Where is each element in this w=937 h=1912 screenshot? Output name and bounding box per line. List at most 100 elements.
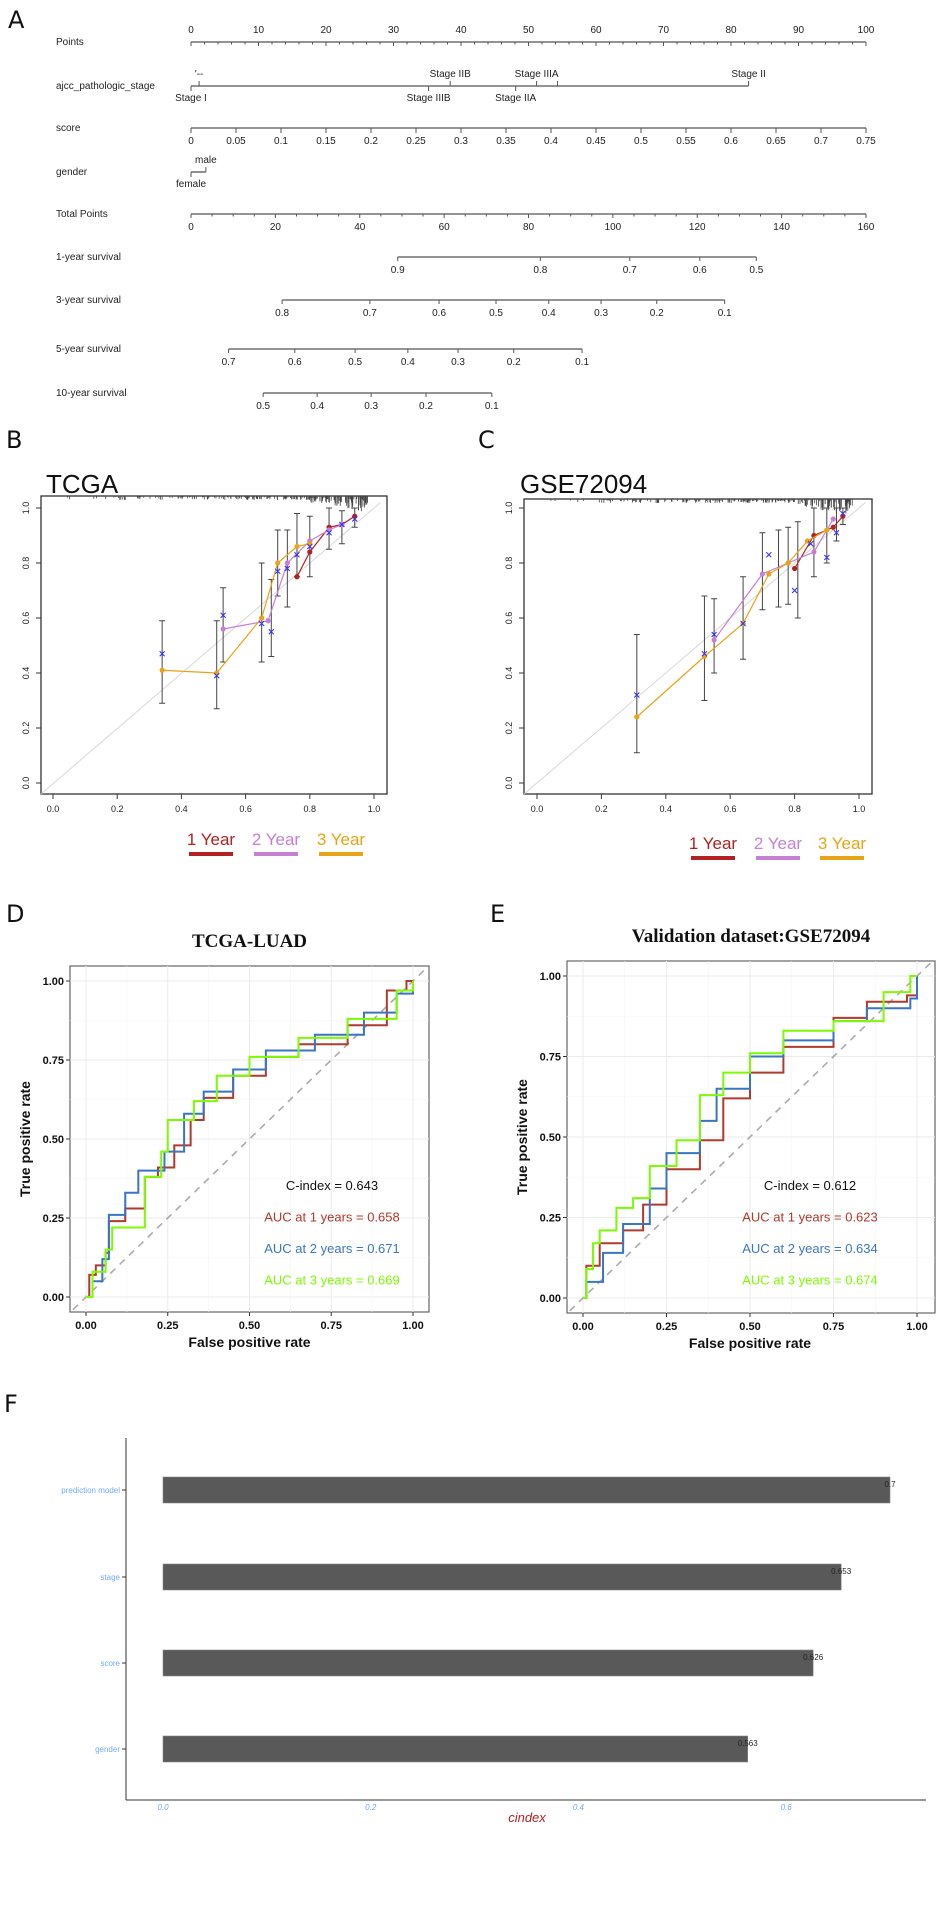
tick-label: 50 bbox=[523, 25, 535, 36]
tick-label: 0.6 bbox=[288, 357, 302, 368]
x-tick-label: 0.6 bbox=[781, 1803, 793, 1812]
plot-title: Validation dataset:GSE72094 bbox=[632, 926, 871, 947]
calibration-point bbox=[214, 670, 220, 676]
plot-title: GSE72094 bbox=[520, 469, 647, 499]
x-mark bbox=[306, 543, 313, 550]
y-tick-label: 0.6 bbox=[21, 612, 31, 625]
tick-label: 0 bbox=[188, 25, 194, 36]
y-tick-label: 1.00 bbox=[43, 976, 64, 988]
corrected-point-marker bbox=[765, 551, 772, 558]
y-tick-label: 0.75 bbox=[43, 1055, 64, 1067]
panel-label-C: C bbox=[478, 426, 495, 454]
bar bbox=[162, 1476, 891, 1504]
x-mark bbox=[765, 551, 772, 558]
x-tick-label: 1.0 bbox=[853, 804, 866, 814]
tick-label: 0.75 bbox=[856, 136, 876, 147]
calibration-point bbox=[634, 714, 640, 720]
tick-label: 0.65 bbox=[766, 136, 786, 147]
y-tick-label: 0.00 bbox=[43, 1292, 64, 1304]
category-label: score bbox=[100, 1659, 120, 1668]
calibration-point bbox=[294, 574, 300, 580]
calibration-point bbox=[711, 637, 717, 643]
x-tick-label: 0.4 bbox=[660, 804, 673, 814]
tick-label: 0.4 bbox=[542, 308, 556, 319]
calibration-point bbox=[275, 560, 281, 566]
legend-label: 1 Year bbox=[689, 834, 738, 853]
nomogram: Points 0 10 20 30 40 50 60 70 80 90 100 ajcc_patholo… bbox=[56, 25, 876, 412]
legend-swatch bbox=[189, 852, 233, 856]
corrected-point-marker bbox=[791, 587, 798, 594]
value-label: 0.563 bbox=[738, 1739, 759, 1748]
x-mark bbox=[701, 650, 708, 657]
tick-label: 80 bbox=[725, 25, 737, 36]
level-label: Stage IIB bbox=[430, 69, 471, 80]
x-mark bbox=[294, 551, 300, 558]
tick-label: 30 bbox=[388, 25, 400, 36]
tick-label: 0.7 bbox=[222, 357, 236, 368]
tick-label: 0.3 bbox=[594, 308, 608, 319]
tick-label: 0.4 bbox=[401, 357, 415, 368]
legend-swatch bbox=[254, 852, 298, 856]
x-axis-label: False positive rate bbox=[188, 1334, 310, 1350]
tick-label: 0.3 bbox=[454, 136, 468, 147]
tick-label: 0 bbox=[188, 136, 194, 147]
tick-label: 0.25 bbox=[406, 136, 426, 147]
panel-label-A: A bbox=[8, 6, 25, 34]
corrected-point-marker bbox=[274, 568, 281, 575]
auc-label: AUC at 2 years = 0.671 bbox=[264, 1241, 400, 1256]
legend-swatch bbox=[691, 856, 735, 860]
auc-label: AUC at 3 years = 0.674 bbox=[742, 1273, 878, 1288]
auc-label: AUC at 3 years = 0.669 bbox=[264, 1273, 400, 1288]
x-tick-label: 1.00 bbox=[906, 1321, 927, 1333]
tick-label: 0.4 bbox=[544, 136, 558, 147]
calibration-point bbox=[259, 615, 265, 621]
x-mark bbox=[326, 529, 332, 536]
x-tick-label: 0.00 bbox=[572, 1321, 593, 1333]
tick-label: 0.2 bbox=[507, 357, 521, 368]
auc-label: AUC at 2 years = 0.634 bbox=[742, 1241, 878, 1256]
tick-label: 0.1 bbox=[718, 308, 732, 319]
tick-label: 0.1 bbox=[485, 401, 499, 412]
row-label: Points bbox=[56, 37, 84, 48]
x-mark bbox=[274, 568, 281, 575]
tick-label: 0.1 bbox=[274, 136, 288, 147]
x-mark bbox=[268, 628, 275, 635]
corrected-point-marker bbox=[807, 540, 814, 547]
legend-label: 2 Year bbox=[252, 830, 301, 849]
calibration-plot-B: TCGA 0.0 0.2 0.4 0.6 0.8 1.0 0.0 0.2 0.4 0.6 0.8 1.0… bbox=[21, 469, 388, 856]
x-mark bbox=[833, 529, 840, 536]
x-mark bbox=[807, 540, 814, 547]
x-tick-label: 0.2 bbox=[111, 804, 124, 814]
tick-label: 0.5 bbox=[634, 136, 648, 147]
level-label: male bbox=[195, 155, 217, 166]
x-mark bbox=[258, 620, 265, 627]
roc-curve bbox=[583, 976, 918, 1299]
corrected-point-marker bbox=[306, 543, 313, 550]
level-label: Stage IIIA bbox=[515, 69, 559, 80]
cindex-bar-chart: prediction model 0.7 stage 0.653 score 0.626 g… bbox=[61, 1438, 926, 1825]
x-tick-label: 0.0 bbox=[47, 804, 60, 814]
calibration-point bbox=[824, 527, 830, 533]
x-tick-label: 0.25 bbox=[656, 1321, 677, 1333]
roc-curve bbox=[86, 981, 414, 1298]
panel-label-D: D bbox=[6, 900, 24, 928]
corrected-point-marker bbox=[633, 692, 640, 698]
calibration-point bbox=[792, 565, 798, 572]
tick-label: 0.8 bbox=[275, 308, 289, 319]
corrected-point-marker bbox=[294, 551, 300, 558]
calibration-plot-C: GSE72094 0.0 0.2 0.4 0.6 0.8 1.0 0.0 0.2 0.4 0.6 0.… bbox=[504, 469, 873, 860]
category-label: prediction model bbox=[61, 1486, 120, 1495]
tick-label: 60 bbox=[590, 25, 602, 36]
x-tick-label: 0.75 bbox=[321, 1320, 342, 1332]
y-tick-label: 0.8 bbox=[21, 557, 31, 570]
y-tick-label: 0.50 bbox=[540, 1132, 561, 1144]
corrected-point-marker bbox=[213, 672, 220, 679]
x-tick-label: 0.00 bbox=[75, 1320, 96, 1332]
legend-label: 1 Year bbox=[187, 830, 236, 849]
bar bbox=[162, 1649, 814, 1677]
y-tick-label: 0.25 bbox=[43, 1213, 64, 1225]
tick-label: 0.5 bbox=[489, 308, 503, 319]
calibration-point bbox=[307, 549, 313, 555]
y-tick-label: 0.00 bbox=[540, 1293, 561, 1305]
row-label: gender bbox=[56, 167, 88, 178]
